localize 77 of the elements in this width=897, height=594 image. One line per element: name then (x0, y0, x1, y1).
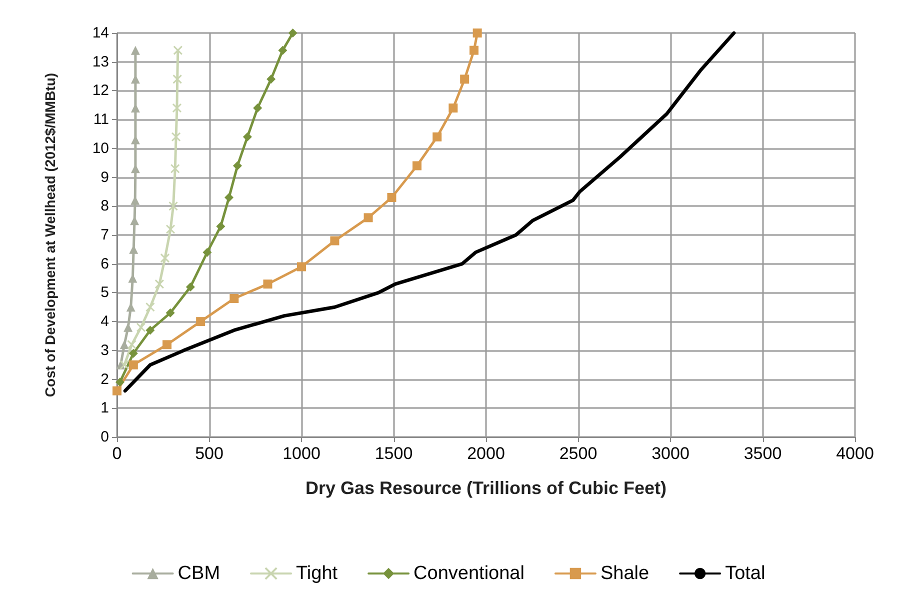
point (112, 386, 122, 396)
point (128, 360, 138, 370)
point (154, 279, 164, 289)
point (145, 302, 155, 312)
point (278, 46, 288, 55)
x-tick-label: 2000 (467, 444, 505, 463)
point (232, 161, 242, 170)
y-tick-label: 5 (100, 284, 109, 302)
y-tick-label: 1 (100, 400, 109, 417)
x-tick-label: 500 (195, 444, 224, 463)
point (216, 222, 226, 231)
y-tick-label: 3 (100, 342, 109, 359)
y-tick-label: 9 (100, 168, 109, 186)
point (168, 201, 178, 211)
y-tick-label: 0 (100, 428, 109, 446)
point (146, 326, 155, 335)
point (171, 132, 181, 142)
point (120, 360, 130, 370)
point (136, 322, 146, 332)
y-axis-title: Cost of Development at Wellhead (2012$/MMBtu) (42, 72, 58, 398)
legend-label: Tight (296, 563, 338, 584)
y-tick-label: 4 (100, 313, 109, 330)
y-tick-label: 14 (92, 24, 109, 42)
y-tick-label: 7 (100, 226, 109, 244)
point (242, 132, 252, 142)
point (253, 104, 262, 113)
point (202, 248, 212, 257)
point (297, 262, 306, 272)
point (173, 46, 183, 56)
y-tick-label: 8 (100, 198, 109, 215)
y-tick-label: 13 (92, 53, 109, 70)
line-series (123, 31, 736, 393)
y-tick-label: 10 (92, 140, 109, 157)
x-tick-label: 1500 (374, 444, 413, 463)
point (472, 28, 482, 38)
y-tick-label: 11 (93, 111, 109, 128)
point (127, 340, 137, 350)
x-tick-label: 0 (112, 444, 122, 463)
point (166, 224, 176, 234)
point (186, 282, 195, 292)
point (470, 46, 479, 55)
point (130, 46, 140, 55)
point (387, 192, 396, 202)
point (120, 340, 129, 350)
point (412, 161, 422, 170)
point (263, 280, 272, 289)
point (166, 308, 175, 318)
point (162, 340, 172, 350)
point (364, 213, 373, 222)
x-tick-label: 3500 (744, 444, 782, 463)
legend-label: CBM (178, 563, 220, 584)
point (266, 74, 276, 84)
point (170, 164, 180, 174)
point (230, 294, 239, 303)
y-tick-label: 12 (92, 82, 109, 100)
x-axis-title: Dry Gas Resource (Trillions of Cubic Feet) (305, 478, 667, 498)
x-tick-label: 3000 (652, 444, 690, 463)
point (432, 132, 442, 142)
x-tick-label: 4000 (836, 444, 874, 463)
point (196, 317, 206, 326)
point (330, 236, 340, 246)
point (172, 74, 182, 84)
point (448, 104, 458, 113)
point (172, 103, 182, 113)
point (224, 192, 234, 202)
x-tick-label: 1000 (282, 444, 320, 463)
point (288, 28, 298, 38)
point (128, 348, 138, 358)
point (160, 253, 170, 263)
legend-label: Total (725, 563, 766, 584)
legend-label: Shale (600, 563, 650, 584)
y-tick-label: 2 (100, 370, 109, 388)
point (115, 378, 124, 387)
legend-label: Conventional (414, 563, 524, 584)
x-tick-label: 2500 (559, 444, 598, 463)
point (460, 74, 470, 84)
y-tick-label: 6 (100, 255, 109, 272)
